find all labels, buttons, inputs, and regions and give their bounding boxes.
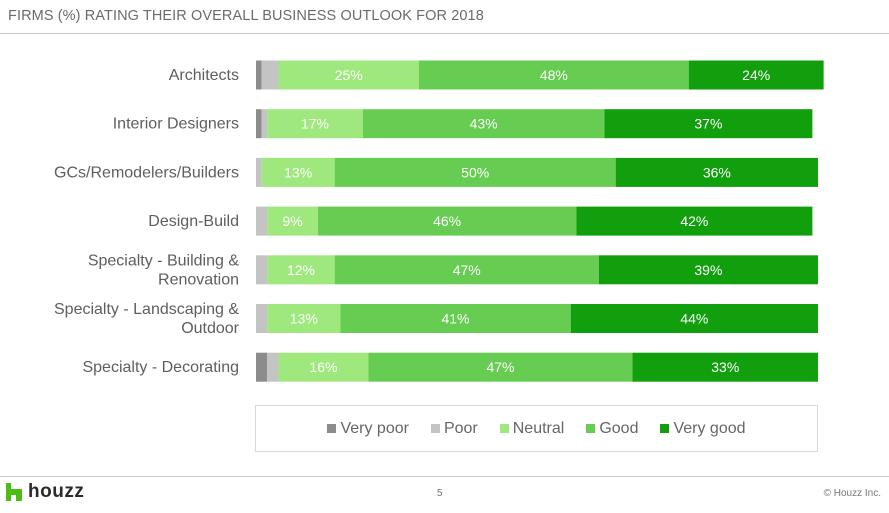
data-label: 47% bbox=[453, 262, 481, 278]
bar-segment-good bbox=[368, 352, 633, 382]
bar-segment-poor bbox=[256, 157, 262, 187]
legend-item-good: Good bbox=[586, 420, 638, 438]
data-label: 9% bbox=[282, 213, 302, 229]
data-label: 41% bbox=[441, 311, 469, 327]
houzz-logo-icon bbox=[6, 483, 22, 501]
bar-segment-very-poor bbox=[256, 109, 262, 139]
legend-label: Good bbox=[599, 419, 639, 437]
bar-segment-good bbox=[334, 255, 599, 285]
bar-segment-poor bbox=[256, 304, 268, 333]
bar-segment-very-good bbox=[604, 109, 813, 139]
data-label: 12% bbox=[287, 262, 315, 278]
legend-swatch bbox=[586, 424, 596, 433]
chart-title: FIRMS (%) RATING THEIR OVERALL BUSINESS … bbox=[8, 8, 484, 24]
data-label: 43% bbox=[470, 116, 498, 132]
bar-segment-very-good bbox=[598, 255, 818, 285]
bar-segment-good bbox=[340, 304, 571, 333]
legend-swatch bbox=[660, 424, 670, 433]
legend-item-neutral: Neutral bbox=[499, 419, 565, 438]
bar-segment-poor bbox=[256, 255, 268, 285]
category-label: Specialty - Building & Renovation bbox=[88, 252, 240, 288]
data-label: 13% bbox=[290, 311, 318, 327]
title-divider bbox=[0, 33, 889, 34]
bar-segment-very-good bbox=[632, 352, 818, 382]
category-label: GCs/Remodelers/Builders bbox=[54, 164, 239, 181]
bar-segment-very-good bbox=[576, 206, 813, 236]
logo-text: houzz bbox=[28, 481, 85, 502]
legend-item-very-poor: Very poor bbox=[327, 419, 409, 438]
copyright: © Houzz Inc. bbox=[823, 488, 881, 499]
legend-label: Poor bbox=[443, 419, 478, 437]
bar-segment-good bbox=[362, 109, 605, 139]
data-label: 39% bbox=[694, 262, 722, 278]
legend-item-very-good: Very good bbox=[660, 419, 746, 438]
legend-label: Very good bbox=[673, 419, 746, 437]
houzz-logo: houzz bbox=[6, 481, 84, 503]
data-label: 44% bbox=[680, 311, 708, 327]
bar-segment-very-poor bbox=[256, 352, 268, 382]
bar-segment-poor bbox=[261, 60, 279, 90]
page-number: 5 bbox=[437, 488, 443, 499]
bar-segment-good bbox=[418, 60, 689, 90]
bar-segment-neutral bbox=[267, 255, 335, 285]
legend-item-poor: Poor bbox=[430, 419, 478, 438]
data-label: 33% bbox=[711, 359, 739, 375]
bar-segment-neutral bbox=[267, 206, 318, 236]
data-label: 36% bbox=[703, 164, 731, 180]
data-label: 17% bbox=[301, 116, 329, 132]
category-label: Architects bbox=[169, 67, 239, 84]
legend-swatch bbox=[499, 424, 509, 433]
category-label: Specialty - Decorating bbox=[82, 359, 239, 376]
bar-segment-very-good bbox=[570, 304, 818, 333]
bar-segment-good bbox=[334, 157, 616, 187]
data-label: 47% bbox=[486, 359, 514, 375]
bar-segment-very-good bbox=[688, 60, 824, 90]
bar-segment-poor bbox=[267, 352, 279, 382]
data-label: 24% bbox=[742, 67, 770, 83]
bar-segment-neutral bbox=[261, 157, 335, 187]
bar-segment-good bbox=[317, 206, 577, 236]
bar-segment-neutral bbox=[278, 60, 419, 90]
category-label: Specialty - Landscaping & Outdoor bbox=[54, 301, 240, 337]
bar-segment-neutral bbox=[278, 352, 369, 382]
legend-swatch bbox=[430, 424, 440, 433]
stacked-bar-chart: Architects 25% 48% 24% Interior Designers 17%… bbox=[54, 60, 824, 382]
data-label: 13% bbox=[284, 164, 312, 180]
bar-segment-poor bbox=[261, 109, 268, 139]
data-label: 25% bbox=[335, 67, 363, 83]
data-label: 42% bbox=[680, 213, 708, 229]
data-label: 46% bbox=[433, 213, 461, 229]
legend-label: Neutral bbox=[512, 419, 565, 437]
bar-segment-neutral bbox=[267, 304, 341, 333]
data-label: 48% bbox=[540, 67, 568, 83]
category-label: Interior Designers bbox=[113, 116, 239, 133]
bar-segment-poor bbox=[256, 206, 268, 236]
bar-segment-very-poor bbox=[256, 60, 262, 90]
data-label: 16% bbox=[309, 359, 337, 375]
legend-swatch bbox=[327, 424, 337, 433]
category-label: Design-Build bbox=[148, 213, 239, 230]
footer-divider bbox=[0, 476, 889, 477]
bar-segment-neutral bbox=[267, 109, 363, 139]
bar-segment-very-good bbox=[615, 157, 818, 187]
data-label: 50% bbox=[461, 164, 489, 180]
legend-label: Very poor bbox=[340, 419, 409, 437]
chart-legend: Very poor Poor Neutral Good Very good bbox=[255, 405, 818, 452]
data-label: 37% bbox=[694, 116, 722, 132]
